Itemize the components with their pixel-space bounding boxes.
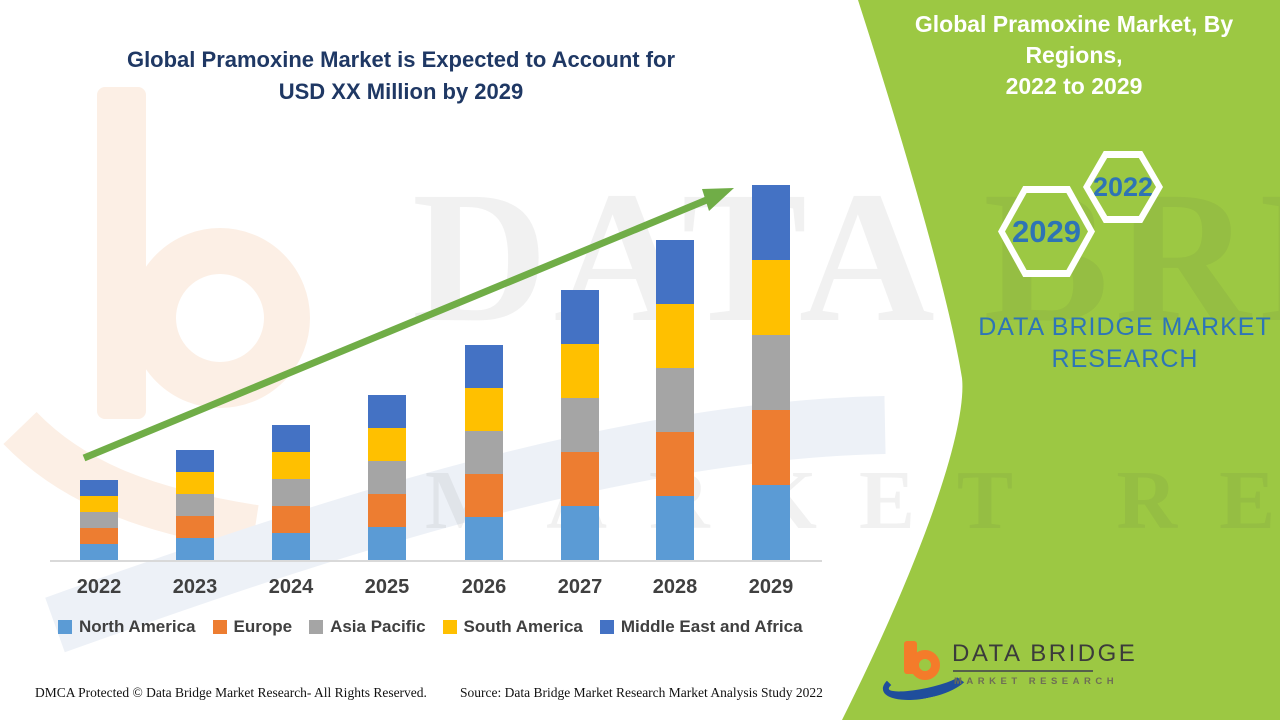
logo-subtitle: MARKET RESEARCH (954, 676, 1119, 687)
legend-swatch-europe (212, 620, 227, 634)
bar-segment-asia-pacific-2023 (176, 494, 214, 516)
legend-swatch-north-america (58, 620, 72, 634)
brand-panel-line1: DATA BRIDGE MARKET (978, 313, 1272, 341)
x-axis-label-2029: 2029 (748, 576, 794, 598)
banner-title-line1: Global Pramoxine Market, By Regions, (914, 11, 1234, 68)
x-axis-label-2022: 2022 (76, 576, 122, 598)
bar-segment-europe-2027 (561, 452, 599, 506)
legend-label-asia-pacific: Asia Pacific (330, 617, 426, 636)
bar-segment-north-america-2026 (465, 517, 503, 560)
bar-segment-europe-2022 (80, 528, 118, 544)
bar-segment-north-america-2028 (656, 496, 694, 560)
legend-label-north-america: North America (79, 617, 196, 636)
brand-panel-text: DATA BRIDGE MARKET RESEARCH (950, 311, 1280, 375)
bar-segment-north-america-2022 (80, 544, 118, 560)
bar-segment-north-america-2029 (752, 485, 790, 560)
footer-source-text: Source: Data Bridge Market Research Mark… (460, 685, 823, 700)
logo-title: DATA BRIDGE (952, 640, 1138, 667)
bar-segment-middle-east-and-africa-2022 (80, 480, 118, 496)
bar-segment-europe-2028 (656, 432, 694, 496)
bar-segment-asia-pacific-2022 (80, 512, 118, 528)
x-axis-label-2025: 2025 (364, 576, 410, 598)
chart-legend: North America Europe Asia Pacific South Ame… (58, 617, 803, 637)
chart-title: Global Pramoxine Market is Expected to A… (108, 44, 694, 108)
x-axis-label-2026: 2026 (461, 576, 507, 598)
bar-segment-europe-2024 (272, 506, 310, 533)
bar-segment-north-america-2025 (368, 527, 406, 560)
data-bridge-logo: DATA BRIDGE MARKET RESEARCH (879, 636, 1144, 707)
bar-segment-south-america-2024 (272, 452, 310, 479)
bar-segment-south-america-2028 (656, 304, 694, 368)
bar-segment-south-america-2023 (176, 472, 214, 494)
bar-segment-south-america-2025 (368, 428, 406, 461)
legend-item-north-america: North America (58, 617, 196, 637)
bar-segment-south-america-2022 (80, 496, 118, 512)
bar-segment-europe-2023 (176, 516, 214, 538)
bar-segment-north-america-2027 (561, 506, 599, 560)
legend-item-europe: Europe (212, 617, 293, 637)
x-axis-label-2028: 2028 (652, 576, 698, 598)
bar-segment-south-america-2029 (752, 260, 790, 335)
hexagon-2029-year: 2029 (1005, 193, 1088, 270)
bar-segment-asia-pacific-2024 (272, 479, 310, 506)
bar-segment-middle-east-and-africa-2023 (176, 450, 214, 472)
legend-swatch-asia-pacific (309, 620, 324, 634)
brand-panel-line2: RESEARCH (1051, 345, 1199, 373)
bar-segment-europe-2025 (368, 494, 406, 527)
bar-segment-asia-pacific-2027 (561, 398, 599, 452)
bar-segment-asia-pacific-2025 (368, 461, 406, 494)
footer-dmca-text: DMCA Protected © Data Bridge Market Rese… (35, 685, 427, 700)
banner-title: Global Pramoxine Market, By Regions, 202… (868, 9, 1280, 102)
legend-item-asia-pacific: Asia Pacific (309, 617, 426, 637)
bar-segment-north-america-2023 (176, 538, 214, 560)
bar-segment-south-america-2027 (561, 344, 599, 398)
bar-segment-north-america-2024 (272, 533, 310, 560)
bar-segment-middle-east-and-africa-2029 (752, 185, 790, 260)
legend-swatch-middle-east-and-africa (599, 620, 614, 634)
logo-divider-line (953, 670, 1093, 672)
logo-b-bowl (910, 650, 940, 680)
bar-segment-asia-pacific-2026 (465, 431, 503, 474)
bar-segment-middle-east-and-africa-2028 (656, 240, 694, 304)
bar-segment-europe-2029 (752, 410, 790, 485)
bar-segment-middle-east-and-africa-2026 (465, 345, 503, 388)
legend-swatch-south-america (442, 620, 457, 634)
banner-title-line2: 2022 to 2029 (1005, 73, 1143, 99)
bar-segment-south-america-2026 (465, 388, 503, 431)
chart-title-line1: Global Pramoxine Market is Expected to A… (126, 47, 676, 72)
bar-segment-asia-pacific-2028 (656, 368, 694, 432)
legend-label-europe: Europe (233, 617, 293, 636)
legend-label-middle-east-and-africa: Middle East and Africa (620, 617, 803, 636)
chart-title-line2: USD XX Million by 2029 (278, 79, 524, 104)
legend-label-south-america: South America (463, 617, 583, 636)
x-axis-label-2027: 2027 (557, 576, 603, 598)
bar-segment-middle-east-and-africa-2027 (561, 290, 599, 344)
bar-segment-middle-east-and-africa-2024 (272, 425, 310, 452)
bar-segment-europe-2026 (465, 474, 503, 517)
x-axis-label-2023: 2023 (172, 576, 218, 598)
legend-item-middle-east-and-africa: Middle East and Africa (599, 617, 803, 637)
legend-item-south-america: South America (442, 617, 583, 637)
bar-segment-asia-pacific-2029 (752, 335, 790, 410)
bar-segment-middle-east-and-africa-2025 (368, 395, 406, 428)
x-axis-label-2024: 2024 (268, 576, 314, 598)
hexagon-2022-year: 2022 (1090, 158, 1156, 216)
